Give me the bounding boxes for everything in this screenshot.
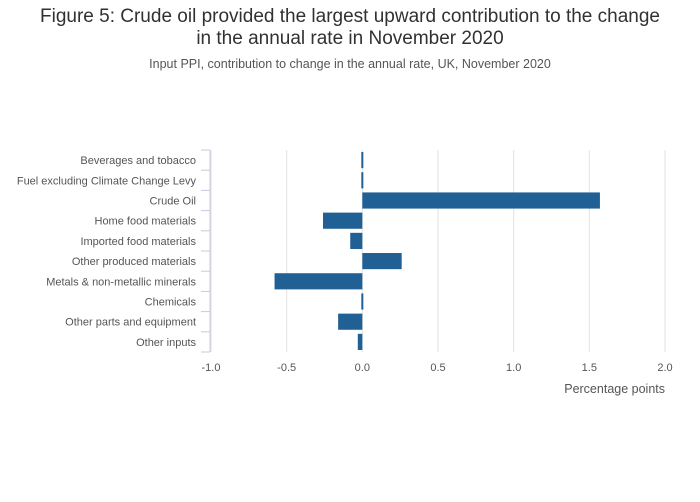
y-category-label: Imported food materials bbox=[80, 236, 196, 248]
y-axis: Beverages and tobacco Fuel excluding Clim… bbox=[17, 149, 211, 353]
y-category-label: Other parts and equipment bbox=[65, 317, 196, 329]
bar[interactable] bbox=[362, 192, 600, 209]
chart-subtitle: Input PPI, contribution to change in the… bbox=[149, 57, 551, 71]
x-tick-label: 0.0 bbox=[355, 362, 370, 374]
gridlines bbox=[210, 150, 666, 352]
y-category-label: Home food materials bbox=[95, 216, 197, 228]
y-category-label: Other inputs bbox=[136, 337, 196, 349]
bar[interactable] bbox=[338, 313, 363, 330]
y-category-label: Other produced materials bbox=[72, 256, 197, 268]
x-tick-label: 2.0 bbox=[657, 362, 672, 374]
bar[interactable] bbox=[322, 212, 363, 229]
bar[interactable] bbox=[274, 273, 363, 290]
bar[interactable] bbox=[350, 232, 363, 249]
chart-title-line-2: in the annual rate in November 2020 bbox=[196, 28, 504, 49]
y-category-label: Chemicals bbox=[145, 297, 197, 309]
bar[interactable] bbox=[361, 152, 364, 169]
y-category-label: Metals & non-metallic minerals bbox=[46, 276, 196, 288]
x-tick-label: 1.0 bbox=[506, 362, 521, 374]
bars bbox=[274, 152, 600, 350]
x-tick-label: 1.5 bbox=[582, 362, 597, 374]
x-axis-ticks: -1.0 -0.5 0.0 0.5 1.0 1.5 2.0 bbox=[202, 362, 673, 374]
y-category-label: Crude Oil bbox=[150, 196, 196, 208]
x-tick-label: -1.0 bbox=[202, 362, 221, 374]
bar[interactable] bbox=[361, 172, 364, 189]
y-category-label: Fuel excluding Climate Change Levy bbox=[17, 175, 197, 187]
chart-title-line-1: Figure 5: Crude oil provided the largest… bbox=[40, 6, 660, 27]
x-tick-label: 0.5 bbox=[430, 362, 445, 374]
bar[interactable] bbox=[357, 333, 363, 350]
x-axis-title: Percentage points bbox=[564, 382, 665, 396]
chart-title: Figure 5: Crude oil provided the largest… bbox=[0, 6, 700, 50]
bar[interactable] bbox=[362, 253, 402, 270]
bar[interactable] bbox=[361, 293, 364, 310]
x-tick-label: -0.5 bbox=[277, 362, 296, 374]
y-category-label: Beverages and tobacco bbox=[80, 155, 196, 167]
